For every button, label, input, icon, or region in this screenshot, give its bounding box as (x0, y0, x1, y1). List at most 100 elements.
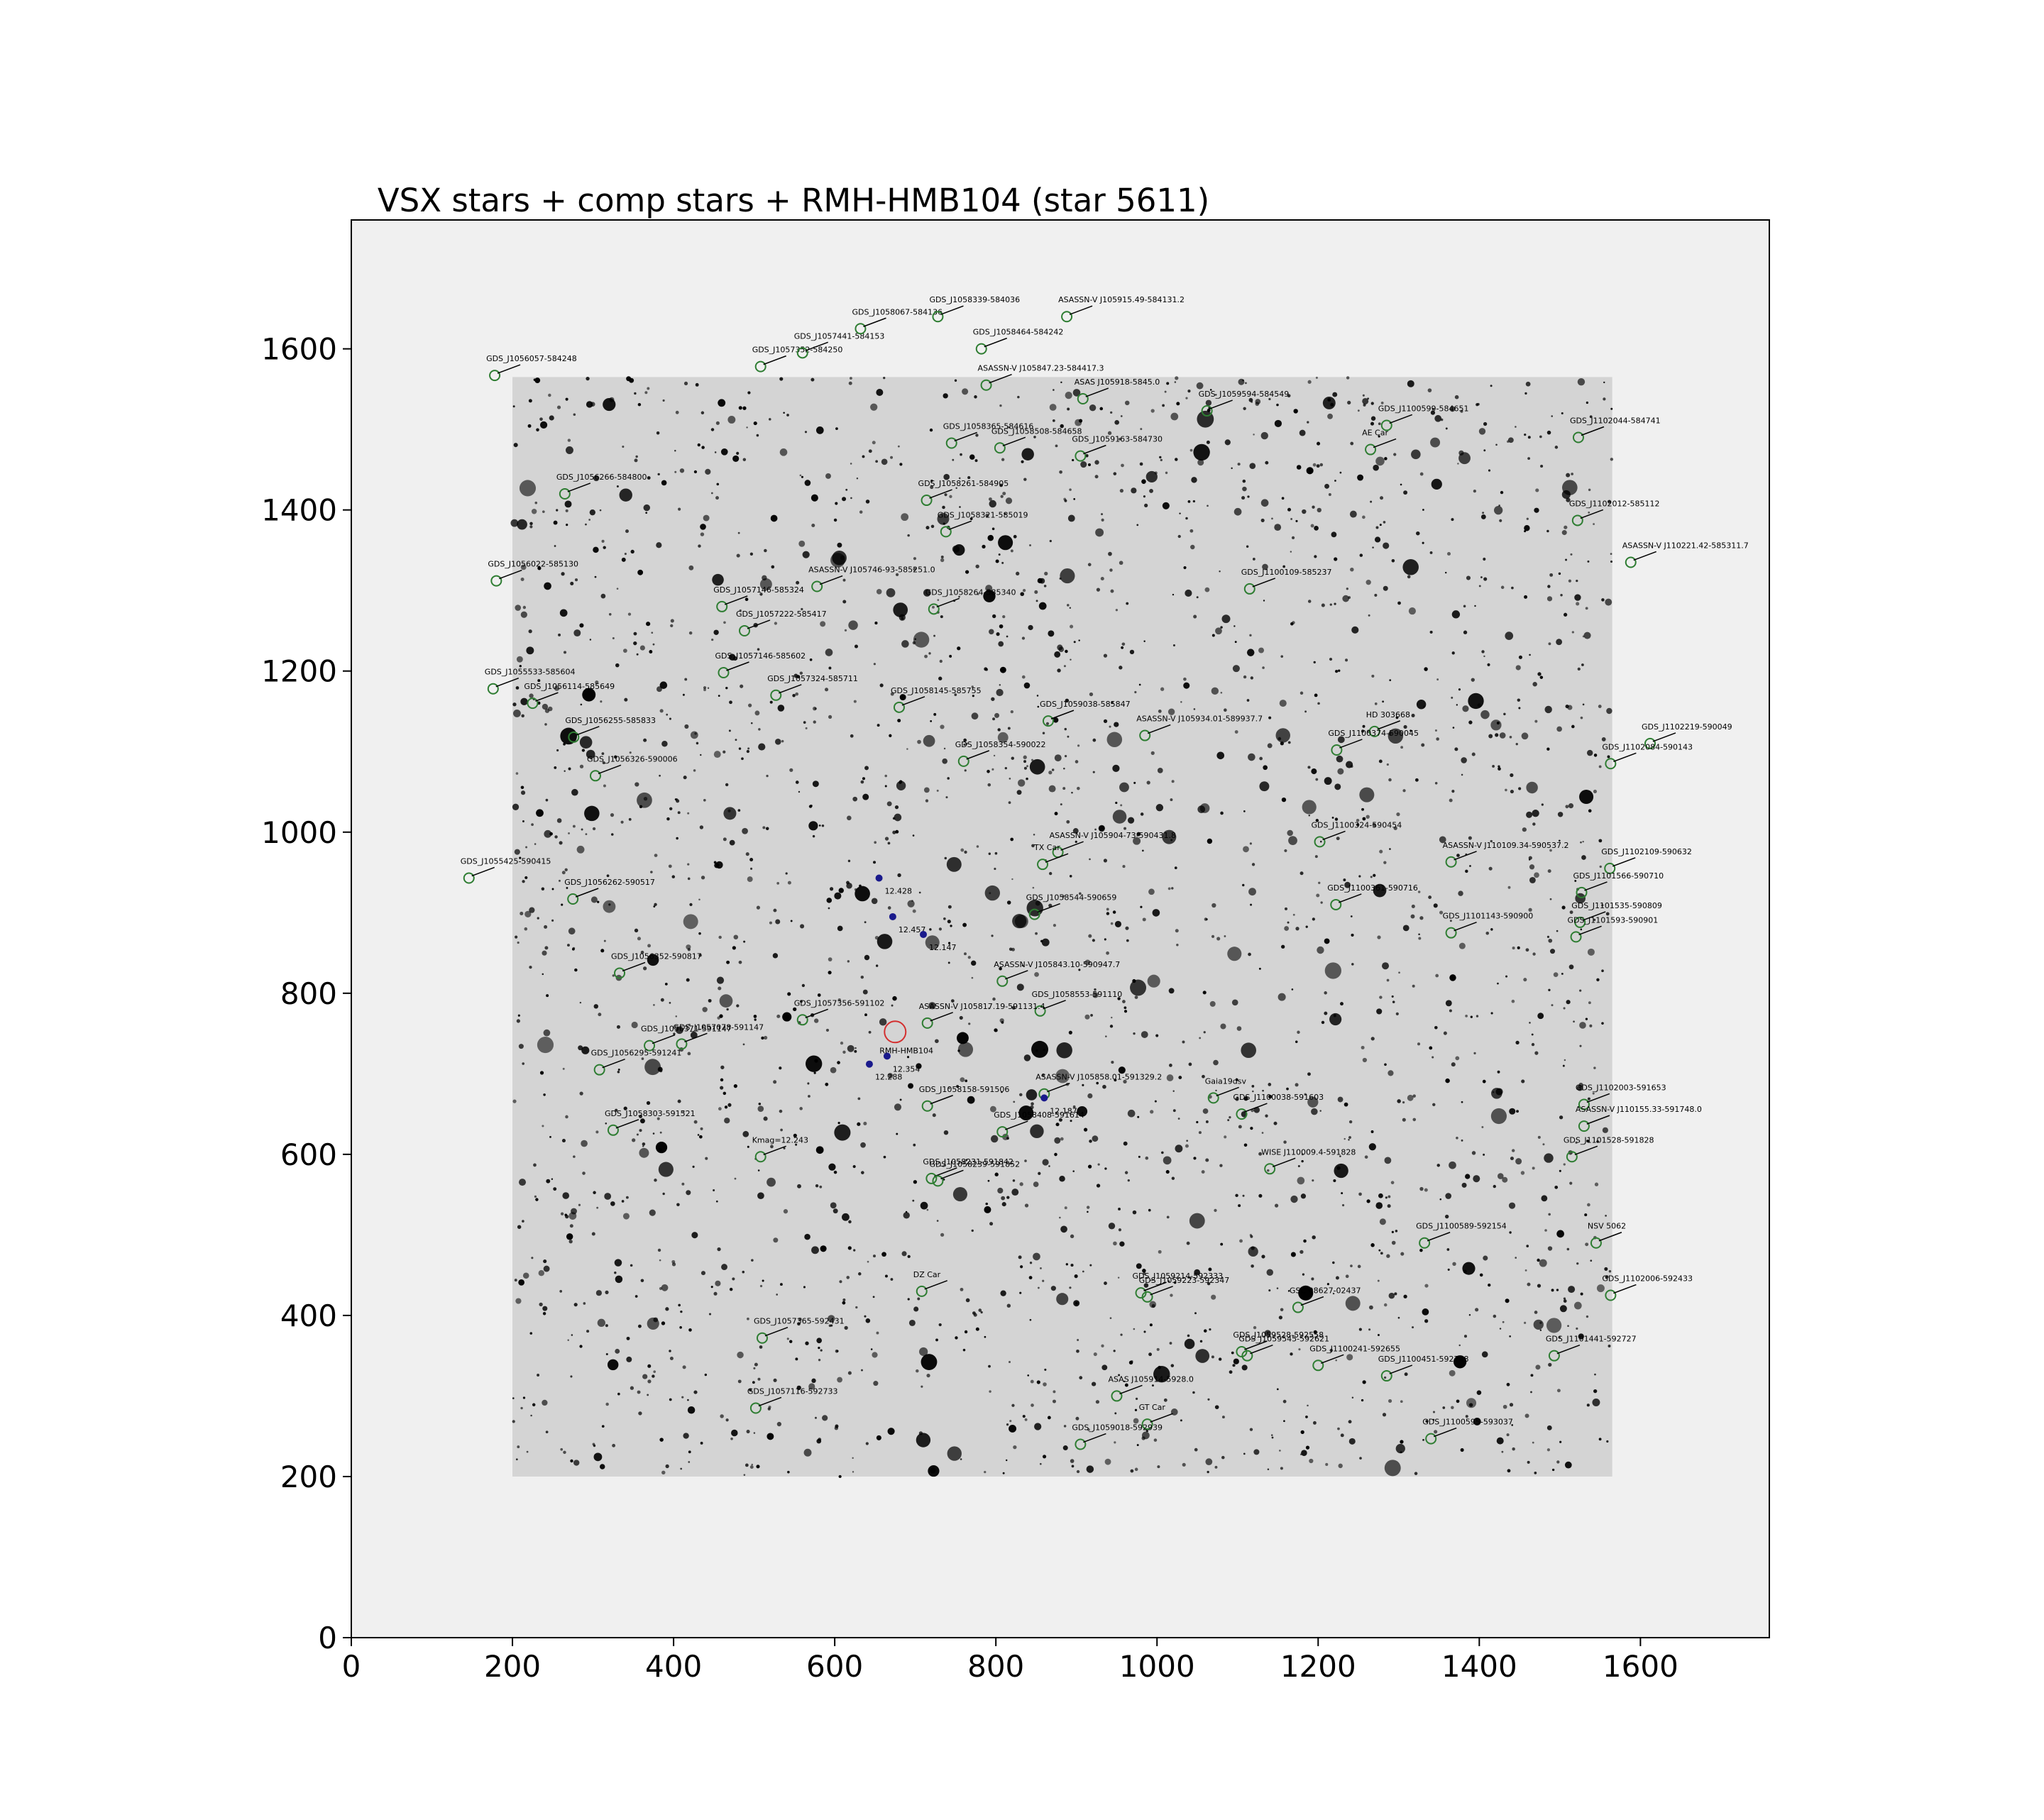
field-star (661, 1321, 666, 1325)
field-star (1316, 464, 1320, 468)
field-star (1322, 396, 1336, 409)
vsx-star-marker (957, 755, 969, 767)
field-star (1063, 665, 1066, 668)
field-star (1042, 1159, 1049, 1166)
field-star (1375, 456, 1385, 466)
field-star (766, 1177, 776, 1187)
field-star (1120, 415, 1123, 417)
field-star (1021, 636, 1026, 640)
field-star (1082, 1083, 1084, 1086)
vsx-star: GDS_J1056114-585649 (524, 682, 615, 710)
field-star (1060, 1225, 1067, 1233)
field-star (964, 952, 967, 956)
field-star (1297, 1176, 1305, 1185)
field-star (713, 751, 721, 759)
field-star (1568, 1286, 1576, 1294)
field-star (579, 736, 593, 749)
field-star (1527, 436, 1531, 439)
field-star (1589, 415, 1593, 419)
field-star (1011, 1403, 1015, 1407)
field-star (1386, 978, 1390, 982)
vsx-star-label: GDS_J1100451-592748 (1378, 1355, 1469, 1364)
field-star (848, 381, 852, 385)
field-star (1477, 402, 1480, 406)
field-star (943, 393, 948, 399)
field-star (1032, 886, 1035, 889)
field-star (1126, 602, 1129, 605)
field-star (998, 553, 1001, 556)
field-star (1253, 1325, 1257, 1330)
field-star (1205, 1458, 1213, 1466)
vsx-star: GDS_J1056057-584248 (486, 354, 577, 382)
field-star (761, 1036, 764, 1040)
field-star (842, 1213, 850, 1221)
field-star (1400, 1400, 1403, 1403)
field-star (924, 654, 928, 658)
field-star (913, 632, 930, 648)
field-star (1167, 1280, 1170, 1283)
vsx-star-marker (1574, 916, 1586, 928)
field-star (989, 1105, 996, 1113)
field-star (963, 738, 967, 742)
field-star (969, 517, 973, 521)
field-star (1021, 675, 1026, 679)
field-star (1033, 1181, 1039, 1188)
field-star (1118, 1228, 1122, 1232)
field-star (586, 1330, 590, 1333)
vsx-star: GDS_J1059018-592939 (1072, 1423, 1163, 1450)
field-star (807, 1082, 810, 1085)
field-star (1290, 1252, 1296, 1257)
field-star (1547, 585, 1551, 588)
vsx-star: GDS_J1058464-584242 (973, 328, 1063, 355)
vsx-star-leader (819, 575, 843, 585)
field-star (1224, 708, 1227, 712)
field-star (1551, 1289, 1554, 1292)
field-star (574, 968, 578, 972)
field-star (1610, 560, 1612, 563)
field-star (1547, 869, 1551, 873)
field-star (1380, 1252, 1383, 1255)
field-star (1498, 767, 1501, 771)
field-star (1175, 458, 1178, 461)
field-star (1554, 1185, 1559, 1189)
field-star (1274, 1203, 1279, 1208)
vsx-star-label: GDS_J1058544-590659 (1026, 893, 1117, 903)
field-star (1087, 563, 1092, 567)
field-star (1392, 1000, 1395, 1003)
comp-star-label: 12.428 (885, 886, 913, 895)
field-star (964, 850, 967, 854)
field-star (919, 1347, 928, 1357)
field-star (1333, 1179, 1336, 1183)
field-star (916, 1369, 919, 1373)
field-star (1282, 1399, 1287, 1403)
field-star (1208, 1267, 1212, 1272)
field-star (899, 1098, 902, 1101)
field-star (633, 641, 637, 646)
field-star (1249, 634, 1252, 637)
field-star (1358, 875, 1361, 878)
field-star (719, 1014, 723, 1018)
field-star (1160, 687, 1165, 691)
field-star (1424, 1319, 1429, 1323)
field-star (1064, 755, 1067, 758)
field-star (1578, 1082, 1583, 1087)
field-star (1510, 773, 1514, 778)
field-star (1060, 568, 1075, 584)
field-star (1243, 675, 1247, 679)
field-star (804, 1233, 811, 1240)
field-star (1302, 800, 1317, 815)
field-star (1378, 422, 1381, 426)
field-star (1496, 1437, 1504, 1445)
vsx-star-marker (1201, 405, 1213, 417)
vsx-star-marker (796, 347, 808, 359)
field-star (1391, 1240, 1396, 1245)
field-star (820, 1349, 823, 1352)
vsx-star-marker (916, 1285, 928, 1297)
field-star (1274, 419, 1282, 428)
field-star (1502, 1404, 1507, 1409)
field-star (832, 550, 847, 566)
field-star (1566, 1247, 1570, 1251)
field-star (1366, 1199, 1370, 1203)
field-star (1596, 1284, 1605, 1293)
